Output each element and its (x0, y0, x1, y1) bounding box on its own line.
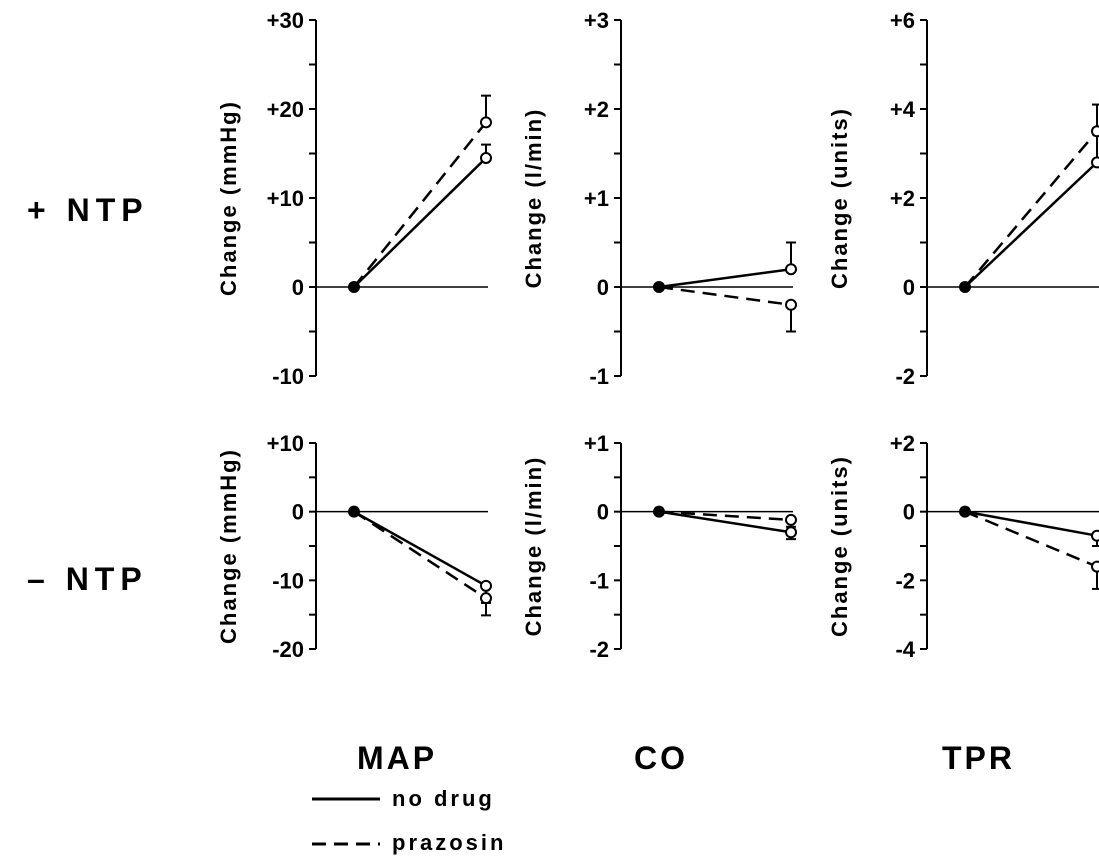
plus-ntp-co-y-label: Change (l/min) (521, 108, 546, 289)
minus-ntp-tpr-tick-label: +2 (890, 431, 915, 456)
row-label-minus-ntp: – NTP (27, 561, 148, 597)
plus-ntp-map-tick-label: 0 (292, 275, 304, 300)
minus-ntp-map-y-label: Change (mmHg) (216, 448, 241, 644)
minus-ntp-map-prazosin-point (480, 592, 492, 605)
plus-ntp-co-no-drug-line (658, 267, 792, 289)
plus-ntp-tpr-tick-label: +6 (890, 8, 915, 33)
minus-ntp-map-no-drug-line (353, 510, 487, 587)
minus-ntp-co-prazosin-point (785, 513, 797, 526)
plus-ntp-co-prazosin-line (658, 285, 792, 307)
plus-ntp-tpr-tick-label: +4 (890, 97, 916, 122)
minus-ntp-map-prazosin-line (353, 510, 487, 600)
plus-ntp-co-tick-label: +3 (584, 8, 609, 33)
minus-ntp-tpr-origin-point (959, 505, 971, 518)
minus-ntp-map-no-drug-point (480, 579, 492, 592)
minus-ntp-tpr-tick-label: -4 (895, 637, 915, 662)
plus-ntp-map-no-drug-line (353, 157, 487, 288)
minus-ntp-map-tick-label: +10 (267, 431, 304, 456)
minus-ntp-co-tick-label: +1 (584, 431, 609, 456)
minus-ntp-co-origin-point (653, 505, 665, 518)
minus-ntp-co-y-label: Change (l/min) (521, 456, 546, 637)
minus-ntp-tpr-no-drug-point (1091, 529, 1099, 542)
plus-ntp-tpr-y-label: Change (units) (827, 107, 852, 289)
minus-ntp-map-origin-point (348, 505, 360, 518)
column-label-map: MAP (357, 740, 438, 776)
minus-ntp-tpr-prazosin-point (1091, 560, 1099, 573)
minus-ntp-tpr-no-drug-line (964, 510, 1098, 537)
minus-ntp-co-prazosin-line (658, 510, 792, 522)
plus-ntp-tpr-prazosin-line (964, 130, 1098, 288)
plus-ntp-tpr-tick-label: +2 (890, 186, 915, 211)
minus-ntp-tpr-prazosin-line (964, 510, 1098, 568)
plus-ntp-map-prazosin-line (353, 121, 487, 288)
plus-ntp-tpr-tick-label: -2 (895, 364, 915, 389)
minus-ntp-co-no-drug-line (658, 510, 792, 534)
plus-ntp-tpr-prazosin-point (1091, 125, 1099, 138)
plus-ntp-tpr-origin-point (959, 281, 971, 293)
plus-ntp-map-tick-label: -10 (272, 364, 304, 389)
legend-swatches (312, 797, 380, 846)
plus-ntp-map-tick-label: +30 (267, 8, 304, 33)
plus-ntp-map-origin-point (348, 281, 360, 293)
plus-ntp-co-tick-label: -1 (589, 364, 609, 389)
plus-ntp-map-tick-label: +10 (267, 186, 304, 211)
plus-ntp-co-prazosin-point (785, 298, 797, 311)
minus-ntp-co-tick-label: -1 (589, 568, 609, 593)
minus-ntp-tpr-tick-label: -2 (895, 568, 915, 593)
column-label-tpr: TPR (942, 740, 1015, 776)
plus-ntp-co-no-drug-point (785, 263, 797, 276)
plus-ntp-tpr-no-drug-point (1091, 156, 1099, 169)
minus-ntp-map-tick-label: 0 (292, 500, 304, 525)
row-label-plus-ntp: + NTP (27, 192, 149, 228)
column-label-co: CO (634, 740, 688, 776)
minus-ntp-tpr-y-label: Change (units) (827, 455, 852, 637)
plus-ntp-tpr-tick-label: 0 (903, 275, 915, 300)
minus-ntp-co-tick-label: -2 (589, 637, 609, 662)
plus-ntp-map-no-drug-point (480, 151, 492, 164)
legend-label-prazosin: prazosin (392, 830, 507, 855)
minus-ntp-map-tick-label: -10 (272, 568, 304, 593)
plus-ntp-map-prazosin-point (480, 116, 492, 129)
plus-ntp-co-tick-label: +2 (584, 97, 609, 122)
plus-ntp-co-tick-label: 0 (597, 275, 609, 300)
minus-ntp-tpr-tick-label: 0 (903, 500, 915, 525)
plus-ntp-map-y-label: Change (mmHg) (216, 100, 241, 296)
plus-ntp-tpr-no-drug-line (964, 161, 1098, 288)
minus-ntp-map-tick-label: -20 (272, 637, 304, 662)
legend-label-no-drug: no drug (392, 786, 495, 811)
plus-ntp-map-tick-label: +20 (267, 97, 304, 122)
plus-ntp-co-tick-label: +1 (584, 186, 609, 211)
minus-ntp-co-tick-label: 0 (597, 500, 609, 525)
minus-ntp-co-no-drug-point (785, 526, 797, 539)
plus-ntp-co-origin-point (653, 281, 665, 293)
